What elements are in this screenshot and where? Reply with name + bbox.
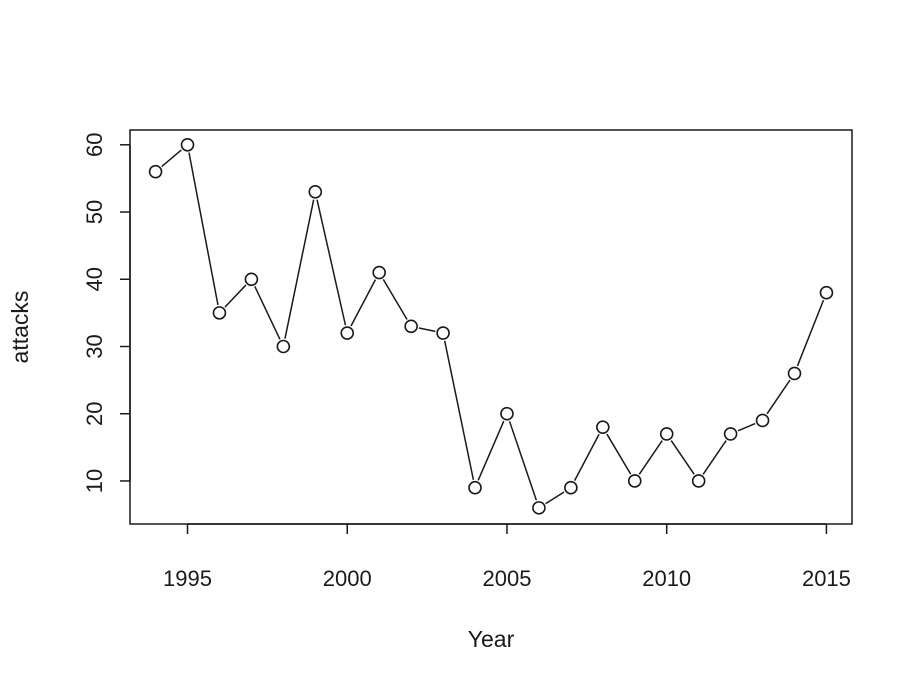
line-segment: [508, 421, 538, 501]
data-point: [787, 366, 802, 381]
line-segment: [606, 433, 632, 475]
data-point: [691, 474, 706, 488]
line-segment: [545, 491, 565, 505]
data-point: [276, 339, 291, 354]
line-segment: [161, 149, 182, 168]
data-point: [627, 474, 642, 488]
y-tick-label: 20: [82, 401, 107, 425]
data-point: [468, 480, 482, 495]
data-point: [148, 164, 163, 179]
line-segment: [418, 327, 436, 333]
x-tick-label: 2000: [323, 566, 372, 591]
line-segment: [702, 440, 727, 475]
x-tick-label: 2015: [802, 566, 851, 591]
x-axis-title: Year: [468, 626, 515, 652]
line-segment: [443, 340, 475, 481]
line-segment: [670, 440, 695, 475]
data-point: [659, 427, 674, 441]
line-segment: [796, 299, 825, 367]
data-point: [340, 326, 355, 340]
line-segment: [766, 379, 791, 415]
x-tick-label: 2005: [482, 566, 531, 591]
y-axis-title: attacks: [7, 291, 33, 364]
data-point: [372, 265, 386, 280]
data-point: [500, 406, 514, 421]
data-point: [819, 285, 834, 300]
data-point: [212, 306, 227, 320]
x-tick-label: 2010: [642, 566, 691, 591]
x-tick-label: 1995: [163, 566, 212, 591]
data-points: [148, 137, 834, 515]
y-tick-label: 40: [82, 267, 107, 291]
data-point: [244, 272, 259, 287]
data-point: [436, 326, 450, 340]
data-point: [723, 427, 738, 441]
y-tick-label: 60: [82, 133, 107, 157]
data-point: [755, 413, 770, 428]
y-tick-label: 30: [82, 334, 107, 358]
line-segment: [477, 420, 505, 481]
line-segment: [284, 199, 315, 339]
line-segment: [573, 433, 600, 481]
series-line: [161, 149, 825, 505]
data-point: [532, 501, 546, 515]
data-point: [564, 480, 578, 495]
line-segment: [224, 284, 247, 308]
line-segment: [254, 286, 281, 340]
data-point: [308, 185, 323, 199]
line-segment: [638, 440, 663, 475]
x-axis: 1995 2000 2005 2010 2015: [163, 523, 851, 591]
data-point: [596, 420, 610, 434]
line-segment: [188, 152, 219, 306]
line-segment: [350, 279, 377, 327]
y-tick-label: 10: [82, 469, 107, 493]
line-segment: [382, 279, 408, 320]
data-point: [180, 137, 195, 152]
line-segment: [737, 422, 756, 432]
data-point: [404, 319, 418, 334]
line-segment: [316, 199, 347, 326]
plot-frame: [129, 129, 853, 525]
y-axis: 10 20 30 40 50 60: [82, 133, 131, 493]
y-tick-label: 50: [82, 200, 107, 224]
